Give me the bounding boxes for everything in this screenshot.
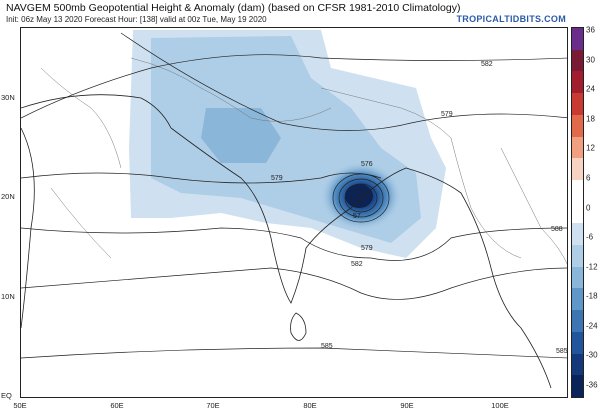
colorbar-segment (572, 310, 583, 332)
colorbar-tick-label: 18 (586, 114, 595, 124)
colorbar-segment (572, 223, 583, 246)
colorbar-segment (572, 49, 583, 72)
lon-label: 90E (400, 401, 414, 410)
colorbar-segment (572, 71, 583, 94)
colorbar-tick-label: 24 (586, 84, 595, 94)
lon-label: 100E (491, 401, 509, 410)
lat-label: EQ (1, 391, 12, 400)
colorbar-segment (572, 266, 583, 289)
colorbar-segment (572, 353, 583, 376)
brand-watermark: TROPICALTIDBITS.COM (456, 14, 566, 24)
country-borders (40, 57, 567, 265)
forecast-info: Init: 06z May 13 2020 Forecast Hour: [13… (6, 15, 267, 24)
colorbar-segment (572, 114, 583, 137)
colorbar-tick-label: -12 (586, 262, 598, 272)
coastlines (21, 94, 552, 389)
colorbar-tick-label: 12 (586, 143, 595, 153)
lon-label: 80E (303, 401, 317, 410)
colorbar-segment (572, 375, 583, 397)
colorbar-segment (572, 93, 583, 115)
colorbar-tick-label: 30 (586, 55, 595, 65)
contour-label: 579 (361, 245, 373, 252)
anomaly-region-darker (201, 108, 281, 163)
map-panel: 579 582 576 579 579 582 585 588 585 57 (20, 27, 568, 398)
lon-label: 60E (110, 401, 124, 410)
colorbar-segment (572, 288, 583, 311)
contour-label: 579 (271, 175, 283, 182)
contour-label: 57 (353, 213, 361, 220)
colorbar-segment (572, 245, 583, 267)
map-canvas: 579 582 576 579 579 582 585 588 585 57 (21, 30, 568, 389)
lat-label: 20N (1, 192, 15, 201)
contour-label: 582 (351, 261, 363, 268)
lat-label: 10N (1, 292, 15, 301)
colorbar-segment (572, 158, 583, 180)
colorbar-tick-label: -30 (586, 350, 598, 360)
colorbar-tick-label: 0 (586, 203, 591, 212)
lon-label: 70E (206, 401, 220, 410)
colorbar-tick-label: -18 (586, 291, 598, 301)
colorbar-segment (572, 179, 583, 202)
contour-label: 588 (551, 226, 563, 233)
contour-label: 576 (361, 161, 373, 168)
colorbar-tick-label: 6 (586, 173, 591, 183)
lat-label: 30N (1, 93, 15, 102)
contour-label: 585 (556, 348, 568, 355)
colorbar-tick-label: -24 (586, 321, 598, 331)
colorbar-segment (572, 331, 583, 354)
lon-label: 50E (13, 401, 27, 410)
contour-label: 585 (321, 343, 333, 350)
colorbar-tick-label: -36 (586, 380, 598, 390)
colorbar-segment (572, 136, 583, 159)
height-contours (21, 32, 567, 359)
colorbar-segment (572, 28, 583, 50)
chart-title: NAVGEM 500mb Geopotential Height & Anoma… (6, 2, 461, 14)
contour-label: 582 (481, 61, 493, 68)
contour-label: 579 (441, 111, 453, 118)
anomaly-colorbar (571, 27, 584, 398)
colorbar-segment (572, 201, 583, 224)
colorbar-tick-label: -6 (586, 232, 594, 242)
colorbar-tick-label: 36 (586, 25, 595, 35)
